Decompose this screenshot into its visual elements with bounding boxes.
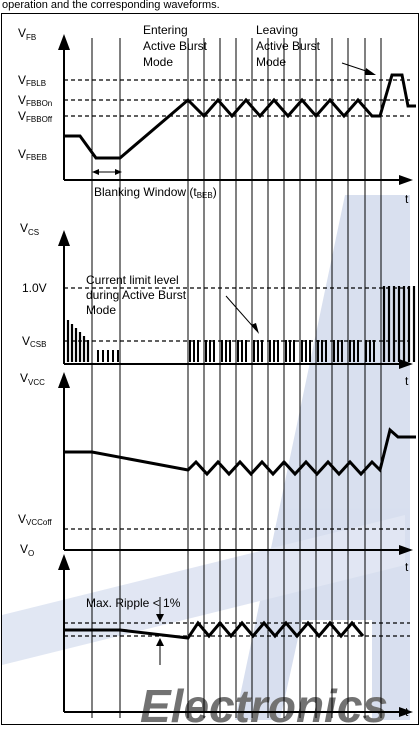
- panel-vcs: VCS t 1.0V VCSB Current limit level duri…: [20, 221, 416, 388]
- vcs-time-label: t: [405, 374, 409, 388]
- vo-waveform: [64, 620, 365, 640]
- vvcc-axis-label: VVCC: [20, 371, 45, 387]
- vfbboff-label: VFBBOff: [18, 109, 53, 124]
- vo-y-arrow: [58, 554, 70, 570]
- entering-label-3: Mode: [143, 55, 173, 69]
- panel-vo: VO t Max. Ripple < 1%: [20, 542, 413, 719]
- leaving-label-3: Mode: [256, 55, 286, 69]
- panel-vfb: VFB t VFBLB VFBBOn VFBBOff VFBEB Enterin…: [18, 23, 416, 206]
- panel-vvcc: VVCC t VVCCoff: [18, 371, 416, 574]
- vfblb-label: VFBLB: [18, 73, 46, 88]
- leaving-pointer-head: [365, 68, 376, 75]
- vcs-x-arrow: [399, 359, 413, 369]
- max-ripple-label: Max. Ripple < 1%: [86, 596, 181, 610]
- ripple-arrow-bottom-head: [156, 638, 164, 646]
- leaving-label-1: Leaving: [256, 23, 298, 37]
- watermark-text: Electronics: [140, 680, 388, 725]
- vcs-y-arrow: [58, 230, 70, 246]
- watermark-logo: Electronics: [2, 195, 410, 730]
- vfbbon-label: VFBBOn: [18, 93, 52, 108]
- vfb-waveform: [64, 73, 416, 160]
- timing-marker-lines: [91, 38, 382, 718]
- current-limit-pointer-head: [251, 323, 259, 334]
- vcs-pulses: [66, 286, 416, 362]
- vo-x-arrow: [399, 707, 413, 717]
- current-limit-label-3: Mode: [86, 303, 116, 317]
- current-limit-pointer: [225, 295, 257, 331]
- vvcc-y-arrow: [58, 372, 70, 388]
- vfbeb-label: VFBEB: [18, 147, 47, 162]
- entering-label-1: Entering: [143, 23, 188, 37]
- vvcc-x-arrow: [399, 545, 413, 555]
- vfb-y-arrow: [58, 34, 70, 50]
- top-caption: operation and the corresponding waveform…: [2, 0, 220, 11]
- vo-axis-label: VO: [20, 542, 34, 558]
- vcsb-label: VCSB: [22, 334, 46, 349]
- vcs-1v-label: 1.0V: [22, 281, 47, 295]
- vcs-axis-label: VCS: [20, 221, 39, 237]
- blanking-window-label: Blanking Window (tBEB): [94, 185, 217, 200]
- leaving-label-2: Active Burst: [256, 39, 321, 53]
- blanking-arrow-right: [115, 169, 122, 175]
- vfb-axis-label: VFB: [18, 26, 36, 42]
- vfb-time-label: t: [405, 192, 409, 206]
- ripple-arrow-top-head: [156, 614, 164, 622]
- blanking-arrow-left: [92, 169, 99, 175]
- vfb-x-arrow: [399, 175, 413, 185]
- current-limit-label-1: Current limit level: [86, 273, 179, 287]
- vo-time-label: t: [405, 705, 409, 719]
- entering-label-2: Active Burst: [143, 39, 208, 53]
- vvcc-time-label: t: [405, 560, 409, 574]
- current-limit-label-2: during Active Burst: [86, 288, 187, 302]
- vvccoff-label: VVCCoff: [18, 512, 52, 527]
- vvcc-waveform: [64, 427, 416, 477]
